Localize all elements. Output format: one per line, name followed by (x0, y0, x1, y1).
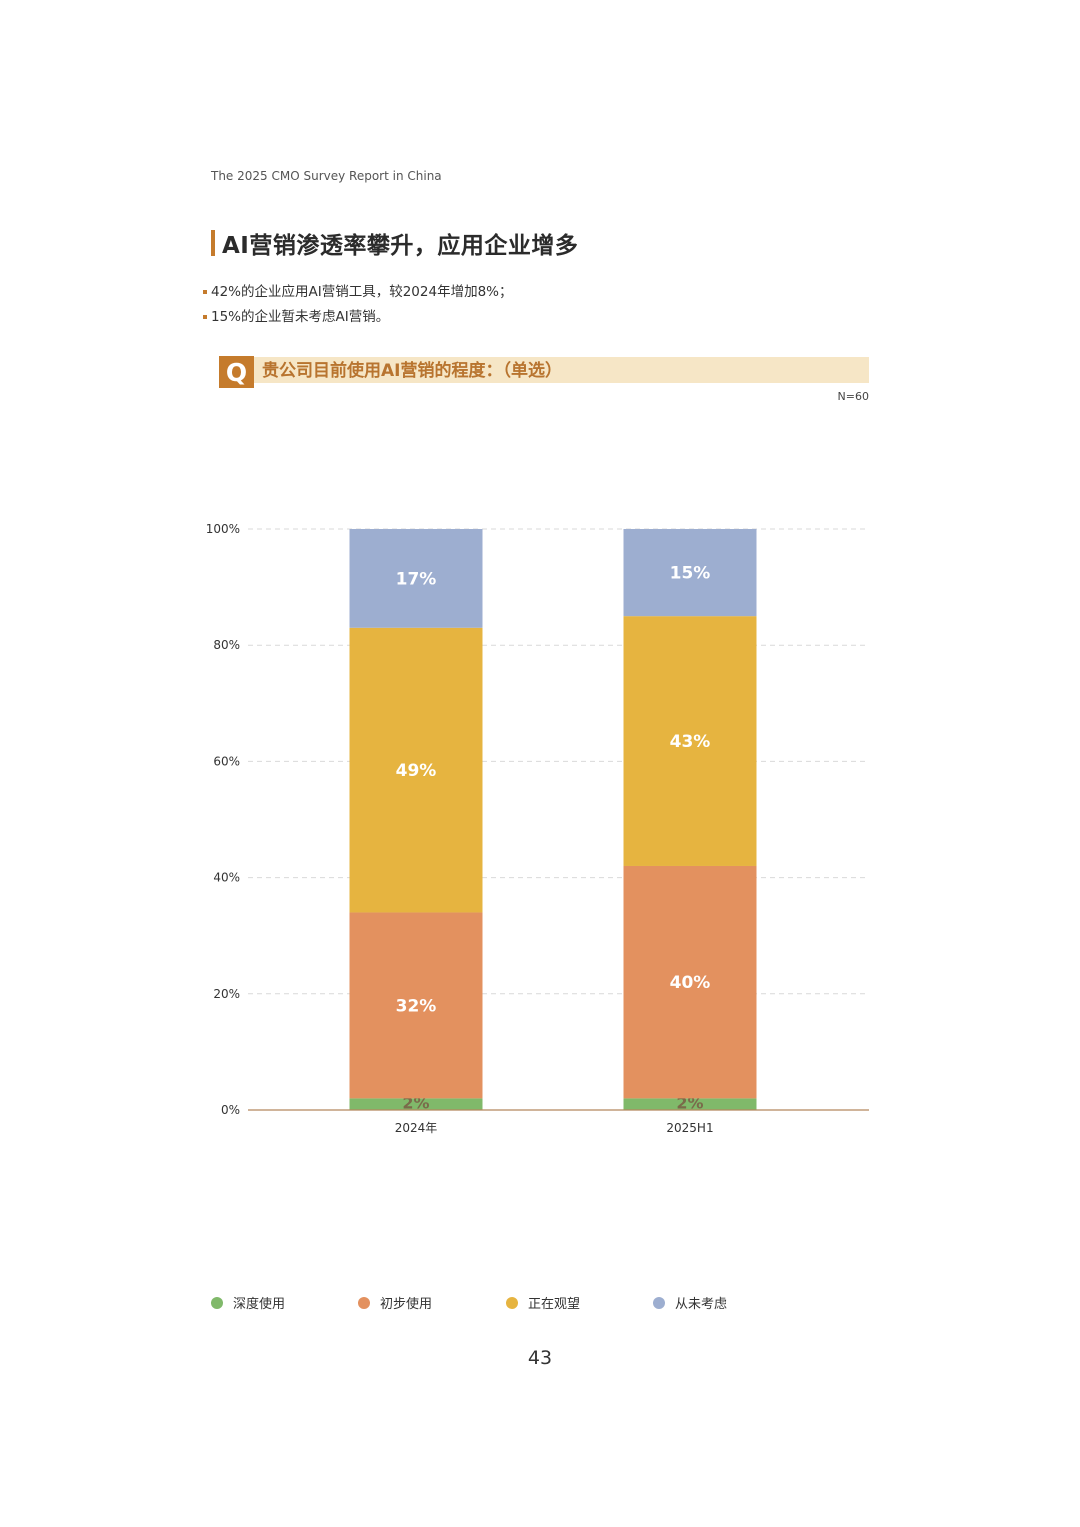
legend-label: 正在观望 (528, 1297, 581, 1312)
y-tick-label: 80% (213, 638, 240, 652)
bar-segment (349, 912, 483, 1099)
legend-label: 初步使用 (380, 1297, 433, 1312)
question-q-icon: Q (219, 356, 254, 388)
bullet-dot-icon (203, 314, 207, 319)
report-header: The 2025 CMO Survey Report in China (211, 169, 442, 183)
section-title-text: AI营销渗透率攀升，应用企业增多 (222, 233, 579, 259)
legend-swatch-icon (211, 1296, 223, 1309)
x-tick-label: 2024年 (395, 1121, 438, 1135)
data-label: 15% (670, 564, 711, 584)
legend-entry: 正在观望 (506, 1293, 580, 1312)
title-accent-bar (211, 230, 215, 256)
bar-segment (349, 1098, 483, 1110)
bullet-item: 15%的企业暂未考虑AI营销。 (203, 304, 513, 329)
bar-segment (623, 1098, 757, 1110)
chart-legend: 深度使用 初步使用 正在观望 从未考虑 (0, 1293, 1080, 1313)
data-label: 43% (670, 732, 711, 752)
sample-size: N=60 (837, 390, 869, 403)
legend-entry: 初步使用 (358, 1293, 432, 1312)
data-label: 49% (396, 761, 437, 781)
data-label: 17% (396, 569, 437, 589)
y-tick-label: 100% (206, 522, 240, 536)
x-tick-label: 2025H1 (666, 1121, 713, 1135)
legend-label: 从未考虑 (675, 1297, 728, 1312)
y-tick-label: 40% (213, 871, 240, 885)
section-title: AI营销渗透率攀升，应用企业增多 (211, 228, 579, 259)
bullet-item: 42%的企业应用AI营销工具，较2024年增加8%； (203, 279, 513, 304)
question-banner: Q 贵公司目前使用AI营销的程度：（单选） (219, 356, 869, 388)
bar-segment (349, 627, 483, 913)
summary-bullets: 42%的企业应用AI营销工具，较2024年增加8%； 15%的企业暂未考虑AI营… (203, 279, 513, 329)
legend-entry: 从未考虑 (653, 1293, 727, 1312)
bullet-text: 15%的企业暂未考虑AI营销。 (211, 308, 390, 325)
legend-label: 深度使用 (233, 1297, 286, 1312)
y-tick-label: 60% (213, 754, 240, 768)
question-text: 贵公司目前使用AI营销的程度：（单选） (262, 361, 562, 381)
y-tick-label: 0% (221, 1103, 240, 1117)
data-label: 32% (396, 996, 437, 1016)
bar-segment (623, 616, 757, 866)
data-label: 40% (670, 973, 711, 993)
legend-swatch-icon (653, 1296, 665, 1309)
bar-segment (349, 529, 483, 628)
bar-segment (623, 529, 757, 617)
legend-swatch-icon (506, 1296, 518, 1309)
bullet-text: 42%的企业应用AI营销工具，较2024年增加8%； (211, 283, 513, 300)
page-number: 43 (527, 1347, 553, 1369)
legend-swatch-icon (358, 1296, 370, 1309)
y-tick-label: 20% (213, 987, 240, 1001)
question-band (239, 357, 869, 383)
legend-entry: 深度使用 (211, 1293, 285, 1312)
bar-segment (623, 865, 757, 1099)
bullet-dot-icon (203, 289, 207, 294)
